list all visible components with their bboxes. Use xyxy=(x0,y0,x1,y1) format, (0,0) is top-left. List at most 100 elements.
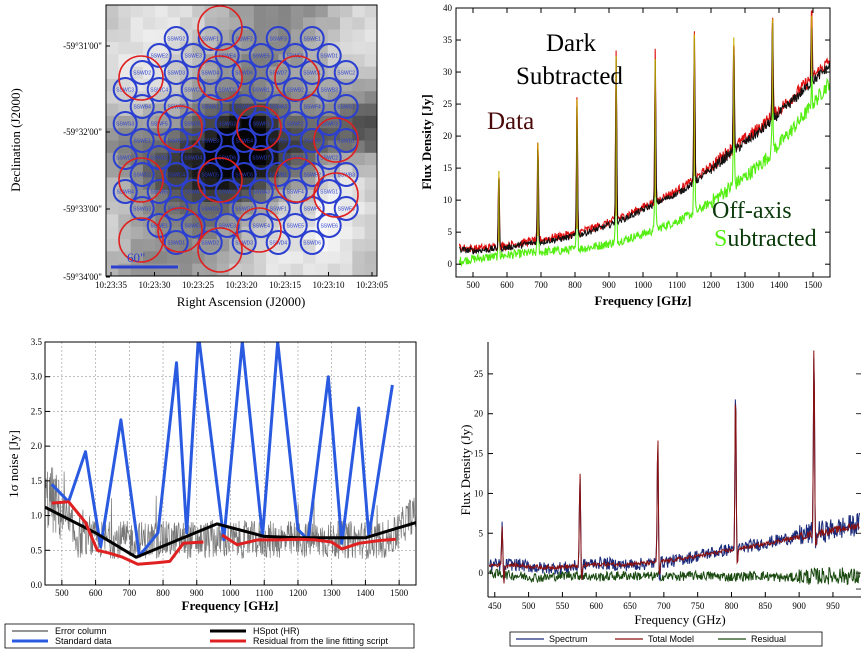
detector-label: SSWE5 xyxy=(286,223,304,229)
annotation-offaxis-2: Subtracted xyxy=(714,226,817,252)
sky-pixel xyxy=(118,5,131,18)
sky-pixel xyxy=(340,17,353,30)
detector-label: SSWF4 xyxy=(287,189,304,195)
sky-pixel xyxy=(253,214,267,228)
detector-circle-blue xyxy=(163,128,189,153)
sky-pixel xyxy=(118,66,131,80)
fit-line-total-model xyxy=(488,350,860,584)
sky-pixel xyxy=(204,177,218,191)
sky-pixel xyxy=(340,78,353,92)
noise-x-tick-label: 1100 xyxy=(255,588,273,598)
detector-circle-red xyxy=(197,227,243,273)
legend-label-spectrum: Spectrum xyxy=(549,634,588,644)
sky-pixel xyxy=(364,202,378,215)
sky-pixel xyxy=(364,251,378,264)
sky-pixel xyxy=(216,263,230,277)
sky-pixel xyxy=(179,5,193,18)
sky-pixel xyxy=(290,54,304,67)
detector-circle-red xyxy=(313,117,359,163)
spectrum-y-tick-label: 10 xyxy=(443,195,453,205)
sky-pixel xyxy=(340,29,353,43)
sky-pixel xyxy=(352,54,365,67)
detector-circle-red xyxy=(313,172,359,218)
detector-label: SSWE3 xyxy=(184,53,202,59)
sky-pixel xyxy=(204,128,218,141)
ra-tick-label: 10:23:10 xyxy=(312,280,345,290)
fit-x-tick-label: 950 xyxy=(826,601,840,611)
sky-pixel xyxy=(118,54,131,67)
fit-x-tick-label: 650 xyxy=(623,601,637,611)
sky-pixel xyxy=(340,177,353,191)
sky-pixel xyxy=(303,263,316,277)
detector-circle-blue xyxy=(214,111,240,136)
sky-pixel xyxy=(253,115,267,129)
sky-pixel xyxy=(327,251,341,264)
detector-circle-blue xyxy=(146,77,172,102)
sky-pixel xyxy=(340,263,353,277)
sky-pixel xyxy=(364,29,378,43)
detector-label: SSWC5 xyxy=(201,172,219,178)
detector-footprints: SSWG2 SSWF1 SSWF2 SSWF3 SSWE1 SSWE2 SSWE3 SSWE4… xyxy=(112,5,359,273)
detector-circle-red xyxy=(236,105,282,151)
sky-pixel xyxy=(118,202,131,215)
detector-circle-blue xyxy=(231,26,257,51)
sky-pixel xyxy=(364,226,378,240)
fit-x-tick-label: 750 xyxy=(691,601,705,611)
detector-label: SSWD3 xyxy=(235,240,253,246)
sky-pixel xyxy=(352,29,365,43)
sky-pixel xyxy=(253,78,267,92)
detector-label: SSWF4 xyxy=(304,104,321,110)
detector-label: SSWE5 xyxy=(252,53,270,59)
sky-pixel xyxy=(155,152,168,166)
detector-circle-blue xyxy=(248,213,274,238)
sky-pixel xyxy=(364,41,378,55)
spectrum-x-tick-label: 700 xyxy=(534,280,548,290)
detector-circle-blue xyxy=(248,145,274,170)
fit-x-tick-label: 850 xyxy=(759,601,773,611)
sky-pixel xyxy=(340,66,353,80)
detector-label: SSWF2 xyxy=(236,36,253,42)
detector-circle-blue xyxy=(299,230,325,255)
sky-pixel xyxy=(192,263,205,277)
detector-label: SSWB2 xyxy=(286,87,304,93)
detector-label: SSWF2 xyxy=(304,206,321,212)
sky-pixel xyxy=(118,115,131,129)
detector-circle-blue xyxy=(333,60,359,85)
detector-label: SSWA1 xyxy=(185,189,203,195)
dec-tick-label: -59°31'00" xyxy=(63,41,102,51)
sky-pixel xyxy=(303,202,316,215)
sky-pixel xyxy=(352,78,365,92)
sky-pixel xyxy=(106,239,119,252)
ra-axis-label: Right Ascension (J2000) xyxy=(177,294,306,309)
sky-pixel xyxy=(364,66,378,80)
detector-circle-blue xyxy=(299,196,325,221)
detector-label: SSWF5 xyxy=(151,121,168,127)
sky-pixel xyxy=(241,5,255,18)
detector-label: SSWF1 xyxy=(253,121,270,127)
ra-tick-labels: 10:23:35 10:23:30 10:23:25 10:23:20 10:23:15… xyxy=(95,272,388,290)
sky-pixel xyxy=(118,17,131,30)
detector-circle-blue xyxy=(333,196,359,221)
sky-pixel xyxy=(229,263,242,277)
sky-pixel xyxy=(327,29,341,43)
noise-line-hspot-hr- xyxy=(45,505,416,559)
detector-circle-blue xyxy=(265,26,291,51)
line-fit-y-label: Flux Density (Jy) xyxy=(458,425,473,516)
detector-circle-blue xyxy=(231,162,257,187)
detector-circle-blue xyxy=(299,162,325,187)
detector-circle-blue xyxy=(214,43,240,68)
dec-axis-label: Declination (J2000) xyxy=(8,88,23,192)
sky-pixel xyxy=(216,66,230,80)
sky-pixel xyxy=(253,17,267,30)
sky-pixel xyxy=(118,41,131,55)
detector-label: SSWE6 xyxy=(320,223,338,229)
sky-pixel xyxy=(352,115,365,129)
sky-pixel xyxy=(167,5,181,18)
sky-pixel xyxy=(364,115,378,129)
detector-label: SSWB1 xyxy=(269,172,287,178)
detector-circle-blue xyxy=(163,162,189,187)
spectrum-x-tick-label: 1000 xyxy=(634,280,653,290)
spectrum-y-tick-label: 0 xyxy=(448,259,453,269)
spectrum-subtraction-panel: 500 600 700 800 900 1000 1100 1200 1300 1400 1500 0… xyxy=(419,3,831,308)
detector-label: SSWE3 xyxy=(218,223,236,229)
